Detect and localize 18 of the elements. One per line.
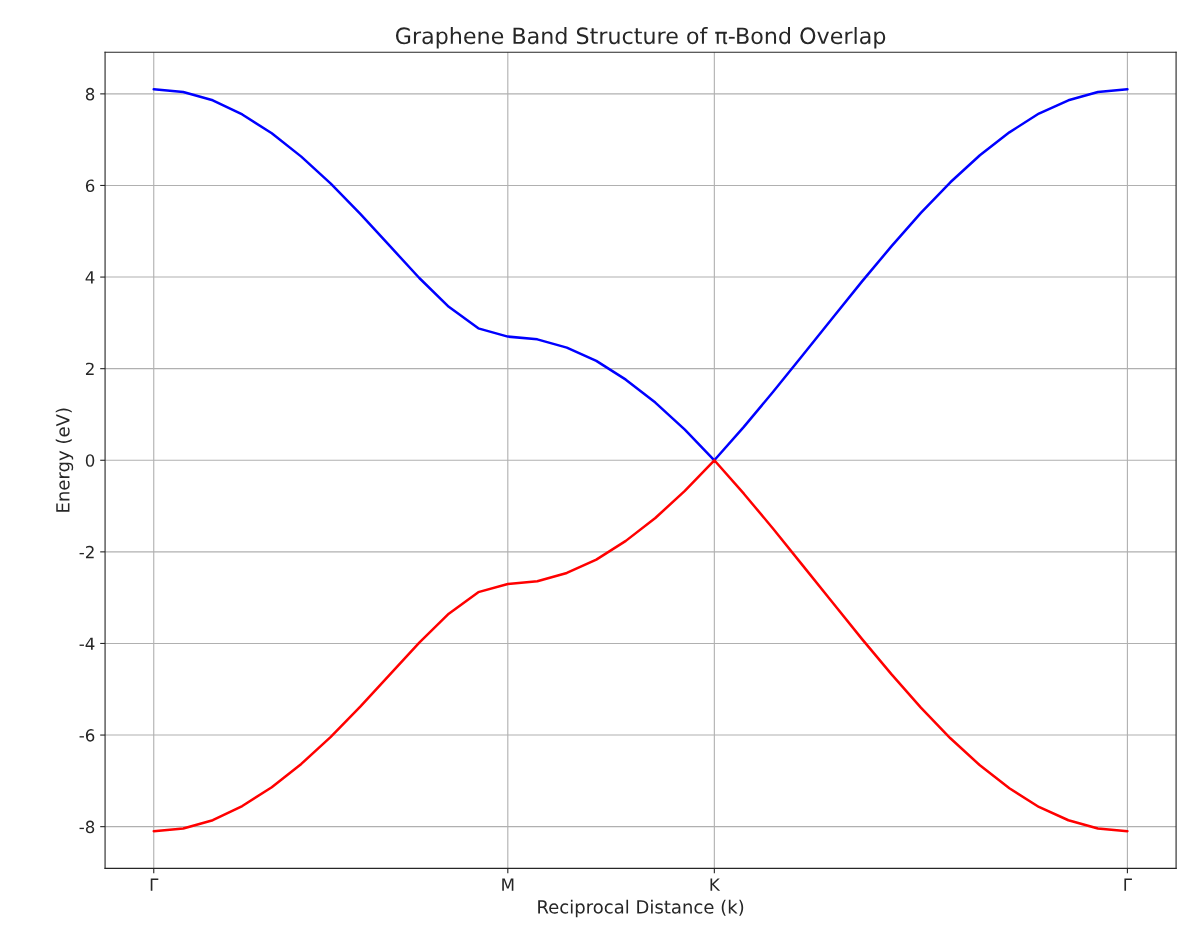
y-tick-label: -4 — [79, 637, 95, 650]
y-tick-label: 8 — [85, 87, 95, 101]
y-tick-label: 0 — [85, 454, 95, 467]
line-series — [152, 88, 1129, 462]
x-tick-label: K — [710, 878, 721, 891]
y-tick-label: -2 — [79, 545, 94, 559]
x-tick-label: Γ — [1124, 878, 1132, 891]
y-tick-label: -8 — [79, 820, 95, 834]
x-tick-label: M — [502, 878, 514, 891]
y-tick-label: 6 — [85, 179, 95, 193]
line-series — [152, 459, 1129, 833]
y-tick-label: 4 — [85, 271, 95, 284]
x-axis-title: Reciprocal Distance (k) — [538, 899, 744, 918]
y-axis-title: Energy (eV) — [55, 408, 74, 512]
x-tick-label: Γ — [150, 878, 159, 891]
y-tick-label: 2 — [85, 362, 94, 375]
y-tick-label: -6 — [79, 729, 95, 742]
chart-title: Graphene Band Structure of π-Bond Overlap — [395, 26, 886, 49]
